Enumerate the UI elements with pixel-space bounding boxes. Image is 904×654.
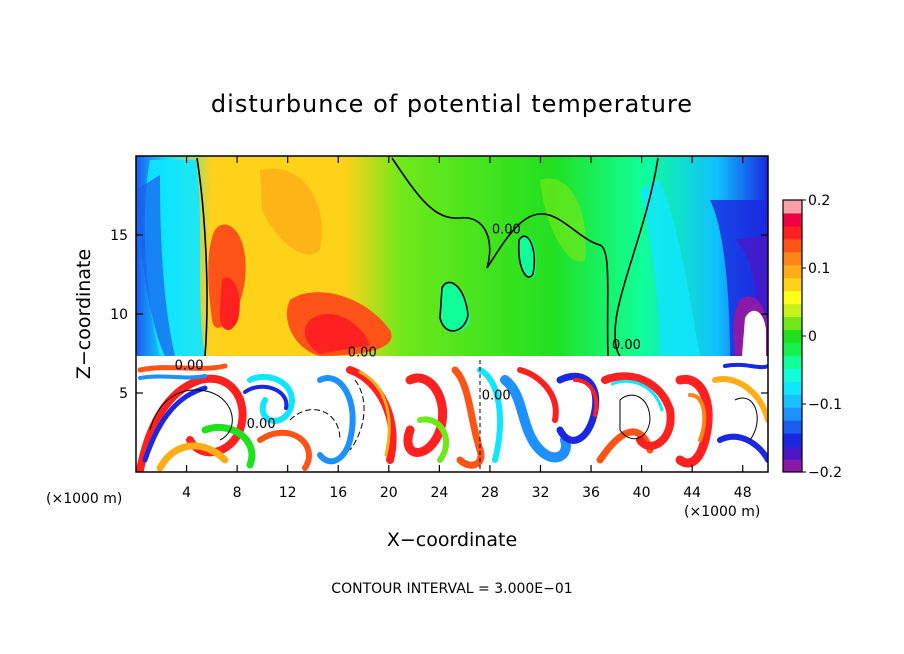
contour-labels: 0.00 0.00 0.00 0.00 0.00 0.00	[175, 222, 641, 431]
colorbar-tick-label: 0	[808, 329, 817, 345]
colorbar-swatch	[783, 342, 802, 356]
zero-contours	[196, 157, 659, 357]
x-tick-label: 32	[532, 485, 550, 501]
x-unit-left: (×1000 m)	[46, 491, 122, 507]
plot-area	[136, 156, 768, 472]
lower-contours	[149, 360, 758, 470]
contour-label: 0.00	[612, 338, 641, 353]
contour-label: 0.00	[348, 346, 377, 361]
x-tick-label: 24	[430, 485, 448, 501]
contour-interval-note: CONTOUR INTERVAL = 3.000E−01	[331, 581, 572, 597]
colorbar-swatch	[783, 459, 802, 473]
colorbar-swatch	[783, 264, 802, 279]
x-tick-label: 36	[582, 485, 600, 501]
colorbar-swatch	[783, 446, 802, 460]
x-axis-title: X−coordinate	[387, 529, 517, 551]
colorbar-tick-label: 0.1	[808, 261, 830, 277]
colorbar-swatch	[783, 329, 802, 343]
y-axis-ticks: 5 10 15	[110, 228, 768, 402]
colorbar-swatch	[783, 200, 802, 214]
x-tick-label: 28	[481, 485, 499, 501]
colorbar-swatch	[783, 290, 802, 305]
colorbar-swatch	[783, 368, 802, 382]
colorbar-swatch	[783, 433, 802, 447]
contour-label: 0.00	[492, 222, 521, 237]
colorbar	[782, 199, 803, 473]
y-tick-label: 10	[110, 307, 128, 323]
x-tick-label: 40	[633, 485, 651, 501]
colorbar-swatch	[783, 355, 802, 369]
x-tick-label: 20	[380, 485, 398, 501]
colorbar-tick-label: −0.1	[808, 397, 842, 413]
colorbar-swatch	[783, 381, 802, 395]
contour-label: 0.00	[482, 388, 511, 403]
colorbar-swatch	[783, 303, 802, 318]
colorbar-swatch	[783, 212, 802, 227]
colorbar-swatch	[783, 277, 802, 292]
colorbar-swatch	[783, 251, 802, 266]
contour-label: 0.00	[175, 358, 204, 373]
y-tick-label: 15	[110, 228, 128, 244]
y-axis-title: Z−coordinate	[73, 249, 95, 379]
colorbar-swatch	[783, 225, 802, 240]
colorbar-swatch	[783, 316, 802, 331]
lower-layer-filaments	[136, 362, 768, 472]
colorbar-swatch	[783, 238, 802, 253]
x-tick-label: 8	[233, 485, 242, 501]
chart-title: disturbunce of potential temperature	[211, 90, 693, 118]
contour-label: 0.00	[247, 417, 276, 432]
colorbar-swatch	[783, 407, 802, 421]
x-unit-right: (×1000 m)	[684, 504, 760, 520]
x-axis-ticks: 4 8 12 16 20 24 28 32 36 40 44 48	[182, 156, 752, 501]
colorbar-swatch	[783, 420, 802, 434]
upper-layer-anomalies	[136, 160, 768, 356]
x-tick-label: 44	[683, 485, 701, 501]
colorbar-tick-label: −0.2	[808, 465, 842, 481]
colorbar-tick-label: 0.2	[808, 193, 830, 209]
colorbar-ticks: 0.2 0.1 0 −0.1 −0.2	[802, 193, 842, 481]
colorbar-swatch	[783, 394, 802, 408]
x-tick-label: 12	[279, 485, 297, 501]
x-tick-label: 48	[734, 485, 752, 501]
x-tick-label: 4	[182, 485, 191, 501]
x-tick-label: 16	[329, 485, 347, 501]
y-tick-label: 5	[119, 386, 128, 402]
